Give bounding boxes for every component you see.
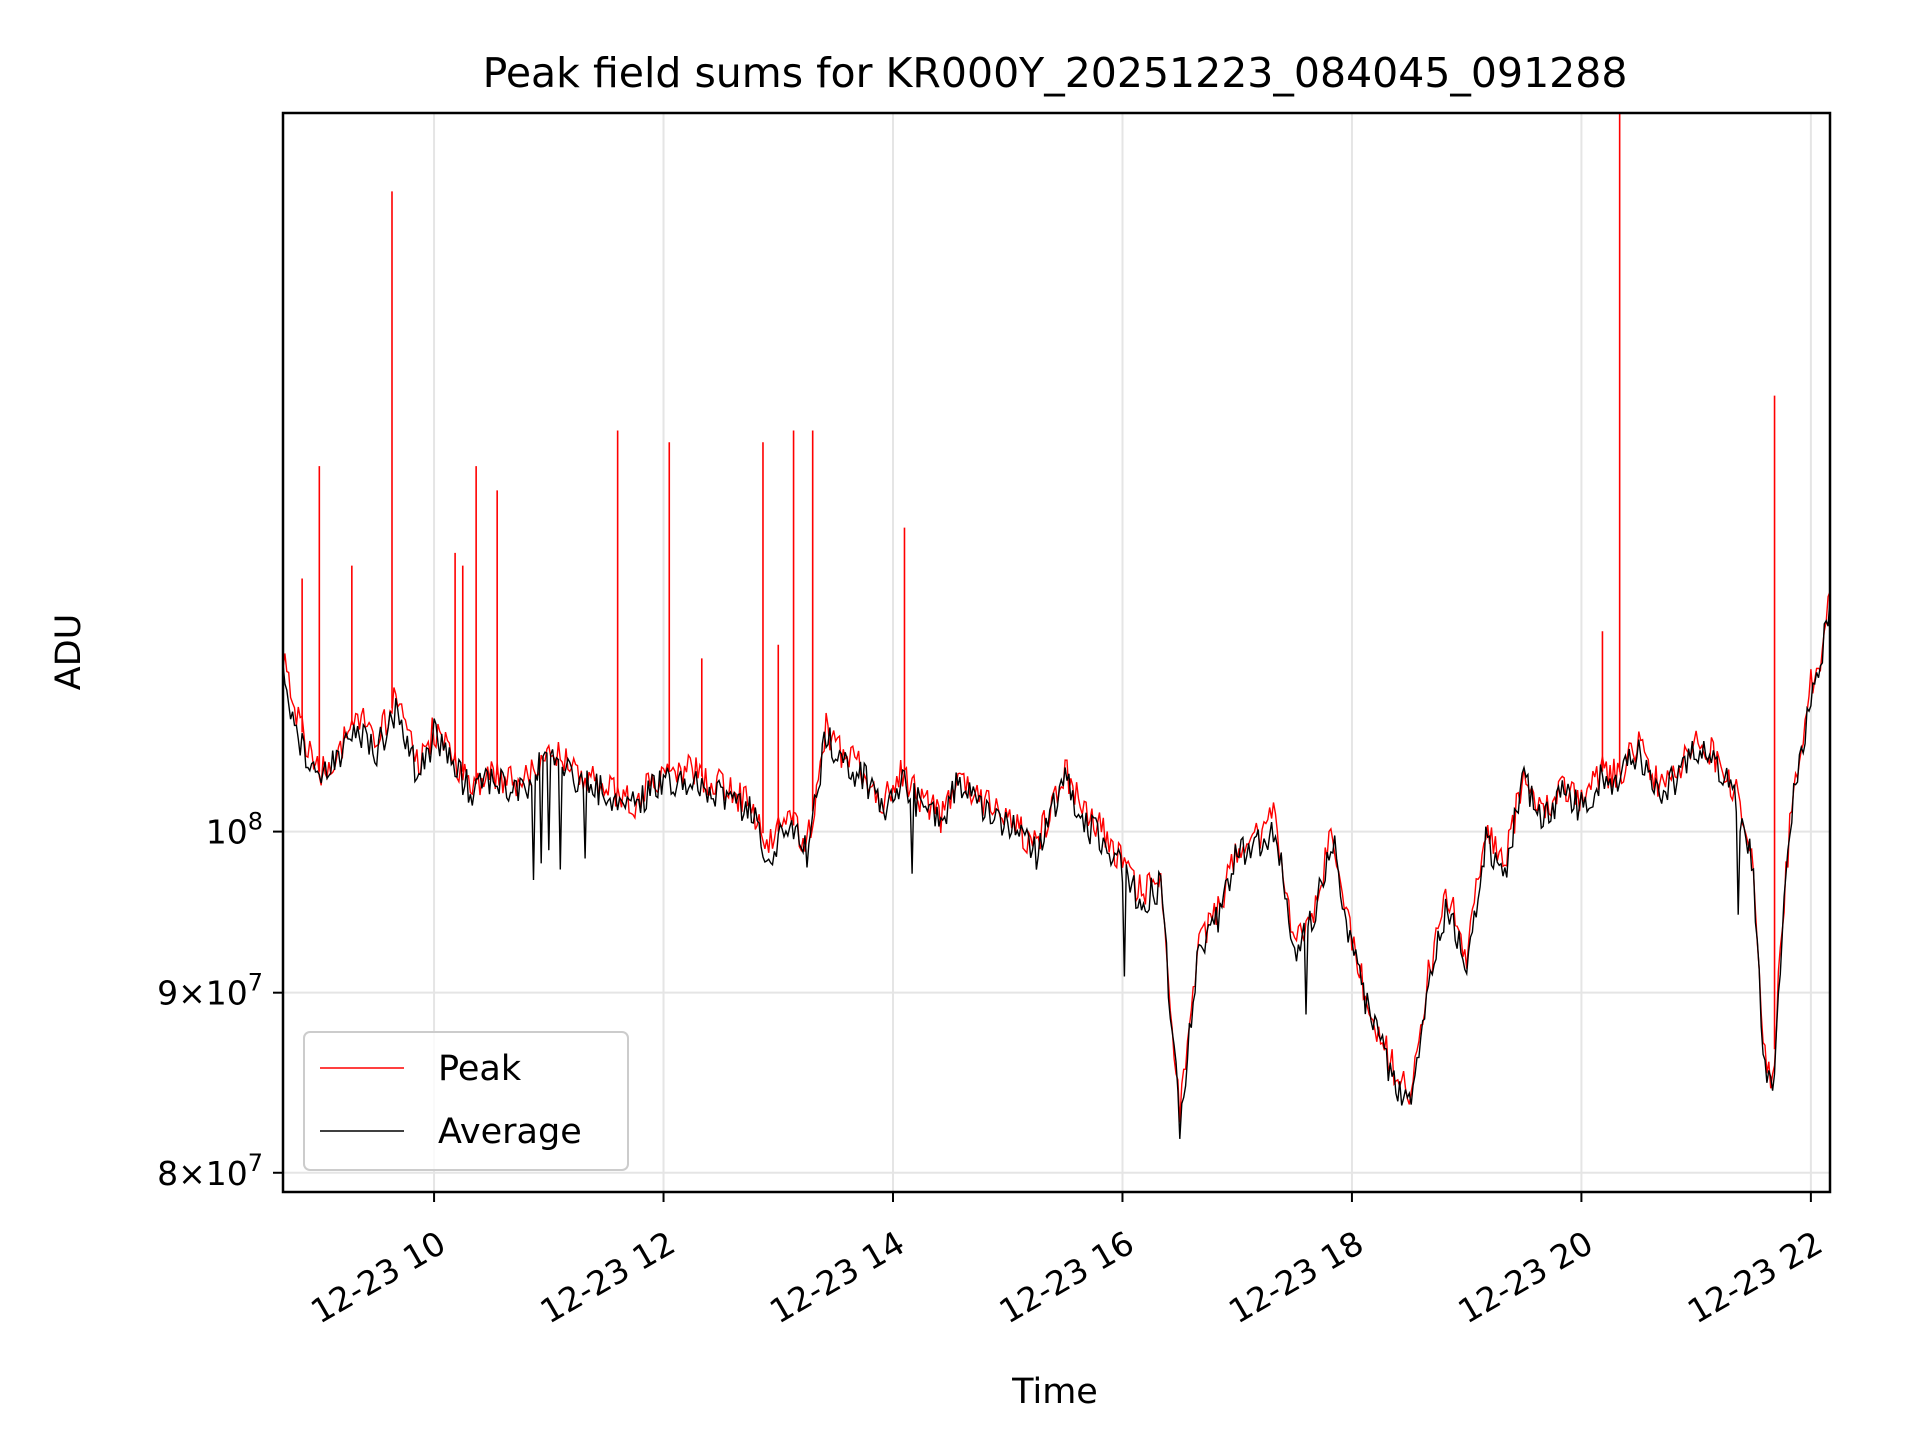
- y-tick-label: 9×107: [157, 969, 263, 1013]
- legend-peak-label: Peak: [438, 1049, 522, 1089]
- legend-box: [303, 1031, 629, 1171]
- chart-title: Peak field sums for KR000Y_20251223_0840…: [483, 49, 1628, 97]
- plot-area: [283, 113, 1830, 1139]
- y-tick-label: 8×107: [157, 1149, 263, 1193]
- y-axis-label: ADU: [49, 614, 89, 691]
- x-axis-label: Time: [1011, 1372, 1098, 1412]
- series-average: [283, 598, 1830, 1139]
- legend: Peak Average: [303, 1031, 629, 1171]
- average-line: [283, 598, 1830, 1139]
- peak-line: [283, 591, 1830, 1123]
- y-axis: 8×107 9×107 108: [157, 808, 283, 1193]
- y-tick-label: 108: [206, 808, 263, 852]
- grid: [283, 113, 1830, 1192]
- legend-average-label: Average: [438, 1112, 582, 1152]
- plot-frame: [281, 111, 1832, 1194]
- series-peak: [283, 113, 1830, 1123]
